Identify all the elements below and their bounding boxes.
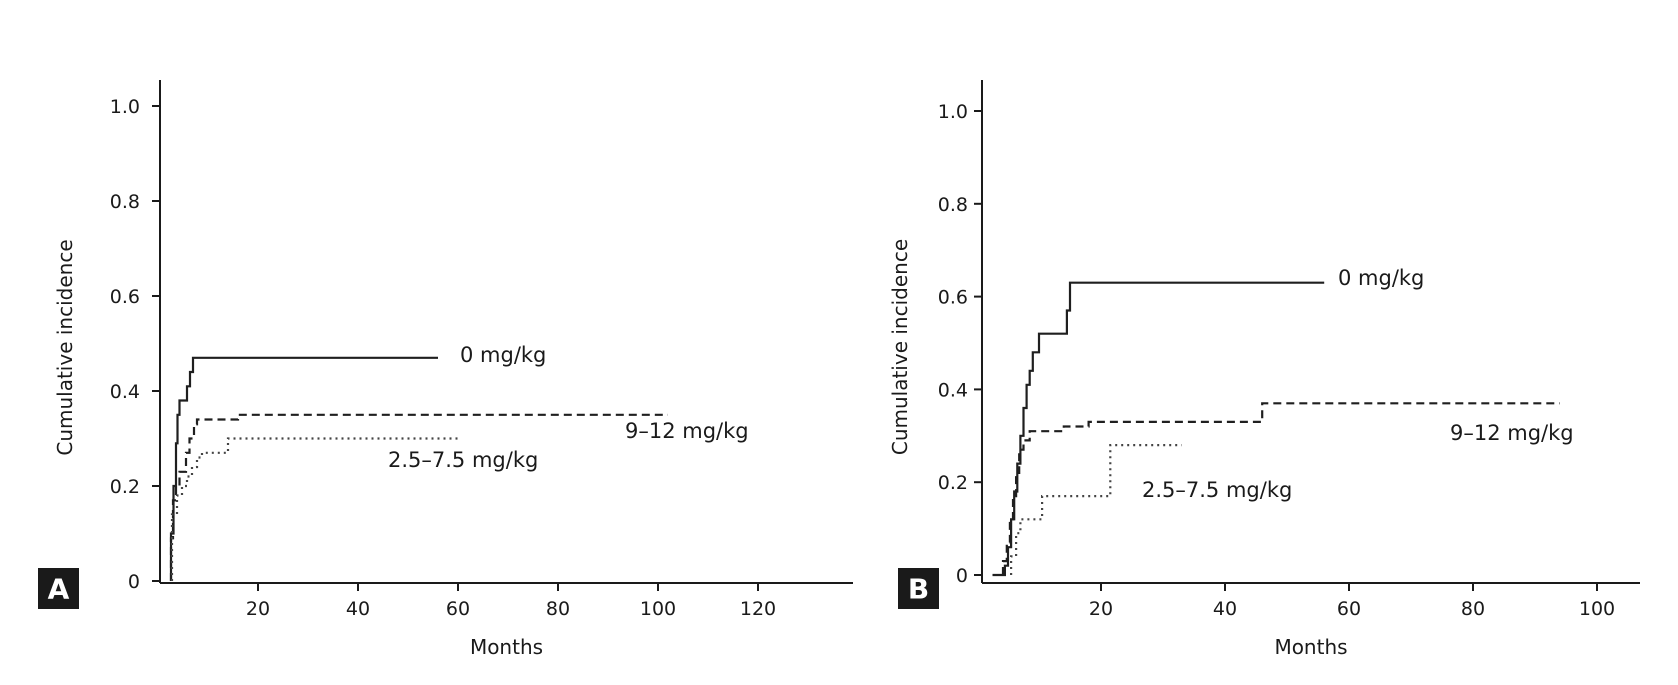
x-tick-label: 60 <box>446 598 470 620</box>
series-label-0-mg-kg: 0 mg/kg <box>460 343 546 367</box>
y-tick-label: 0.6 <box>938 287 968 309</box>
y-axis-label: Cumulative incidence <box>53 239 77 455</box>
x-tick-label: 80 <box>1461 598 1485 620</box>
series-line-2.5-7.5-mg-kg <box>1010 444 1182 575</box>
x-axis-label: Months <box>470 635 543 659</box>
panel-label-box <box>898 568 939 609</box>
series-line-9-12-mg-kg <box>169 413 668 581</box>
y-tick-label: 0.2 <box>110 476 140 498</box>
chart-panel-b: 0 0.2 0.4 0.6 0.8 1.0 20 40 60 80 100 Months Cumulat… <box>888 80 1640 659</box>
y-tick-label: 0.2 <box>938 472 968 494</box>
series-label-9-12-mg-kg: 9–12 mg/kg <box>1450 421 1574 445</box>
x-tick-label: 20 <box>246 598 270 620</box>
x-tick-label: 60 <box>1337 598 1361 620</box>
x-tick-label: 120 <box>740 598 776 620</box>
y-axis-label: Cumulative incidence <box>888 239 912 455</box>
y-tick-label: 0.4 <box>938 379 968 401</box>
y-tick-label: 0 <box>956 565 968 587</box>
panel-label: A <box>48 573 70 606</box>
panel-label-box <box>38 568 79 609</box>
y-tick-label: 0.8 <box>938 194 968 216</box>
series-label-0-mg-kg: 0 mg/kg <box>1338 266 1424 290</box>
series-line-0-mg-kg <box>992 281 1325 577</box>
y-tick-label: 0.8 <box>110 191 140 213</box>
y-tick-label: 0.6 <box>110 286 140 308</box>
x-tick-label: 40 <box>346 598 370 620</box>
x-tick-label: 40 <box>1213 598 1237 620</box>
x-tick-label: 20 <box>1089 598 1113 620</box>
x-axis-label: Months <box>1274 635 1347 659</box>
x-tick-label: 100 <box>640 598 676 620</box>
y-tick-label: 0.4 <box>110 381 140 403</box>
x-tick-label: 100 <box>1579 598 1615 620</box>
series-label-2.5-7.5-mg-kg: 2.5–7.5 mg/kg <box>388 448 538 472</box>
y-tick-label: 0 <box>128 571 140 593</box>
y-tick-label: 1.0 <box>938 101 968 123</box>
series-label-2.5-7.5-mg-kg: 2.5–7.5 mg/kg <box>1142 478 1292 502</box>
x-tick-label: 80 <box>546 598 570 620</box>
series-line-9-12-mg-kg <box>1001 402 1560 575</box>
panel-label: B <box>908 573 929 606</box>
series-label-9-12-mg-kg: 9–12 mg/kg <box>625 419 749 443</box>
chart-panel-a: 0 0.2 0.4 0.6 0.8 1.0 20 40 60 80 100 120 Months Cumu… <box>38 80 853 659</box>
series-line-2.5-7.5-mg-kg <box>170 437 458 581</box>
y-tick-label: 1.0 <box>110 96 140 118</box>
